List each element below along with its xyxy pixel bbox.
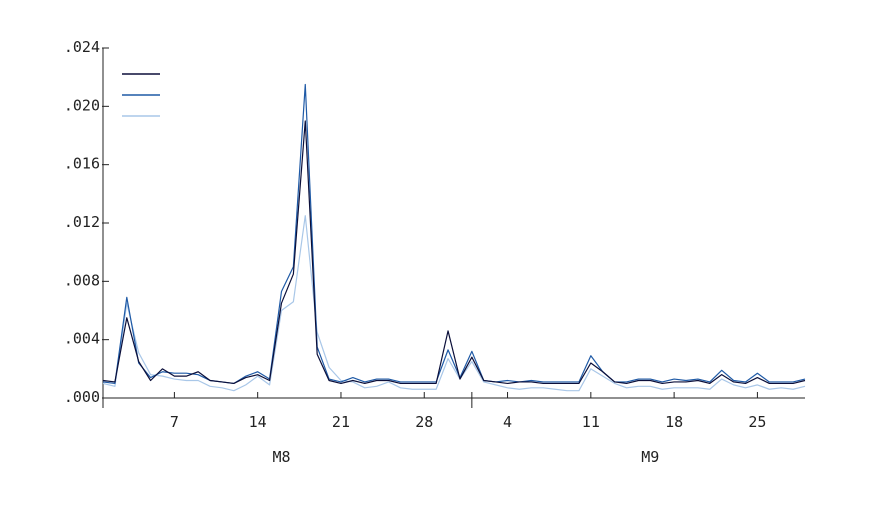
legend <box>122 73 160 117</box>
y-tick-label: .012 <box>64 213 100 231</box>
x-tick-label: 18 <box>665 413 683 431</box>
y-tick-label: .008 <box>64 271 100 289</box>
x-tick-label: 7 <box>170 413 179 431</box>
x-group-label: M8 <box>272 448 290 466</box>
series-lines <box>102 83 806 392</box>
series-line-2 <box>102 83 806 385</box>
x-tick-label: 14 <box>249 413 267 431</box>
y-tick-label: .024 <box>64 38 100 56</box>
x-tick-label: 11 <box>582 413 600 431</box>
y-tick-label: .000 <box>64 388 100 406</box>
series-line-1 <box>102 120 806 385</box>
x-tick-label: 4 <box>503 413 512 431</box>
y-axis-ticks: .000 .004 .008 .012 .016 .020 .024 <box>64 38 109 406</box>
axes <box>102 48 805 408</box>
y-tick-label: .020 <box>64 96 100 114</box>
x-axis-group-labels: M8 M9 <box>272 392 659 466</box>
x-tick-label: 21 <box>332 413 350 431</box>
x-tick-label: 28 <box>415 413 433 431</box>
x-axis-ticks: 7 14 21 28 4 11 18 25 <box>170 392 766 431</box>
x-tick-label: 25 <box>748 413 766 431</box>
y-tick-label: .004 <box>64 330 100 348</box>
x-group-label: M9 <box>641 448 659 466</box>
series-line-3 <box>102 215 806 392</box>
y-tick-label: .016 <box>64 155 100 173</box>
